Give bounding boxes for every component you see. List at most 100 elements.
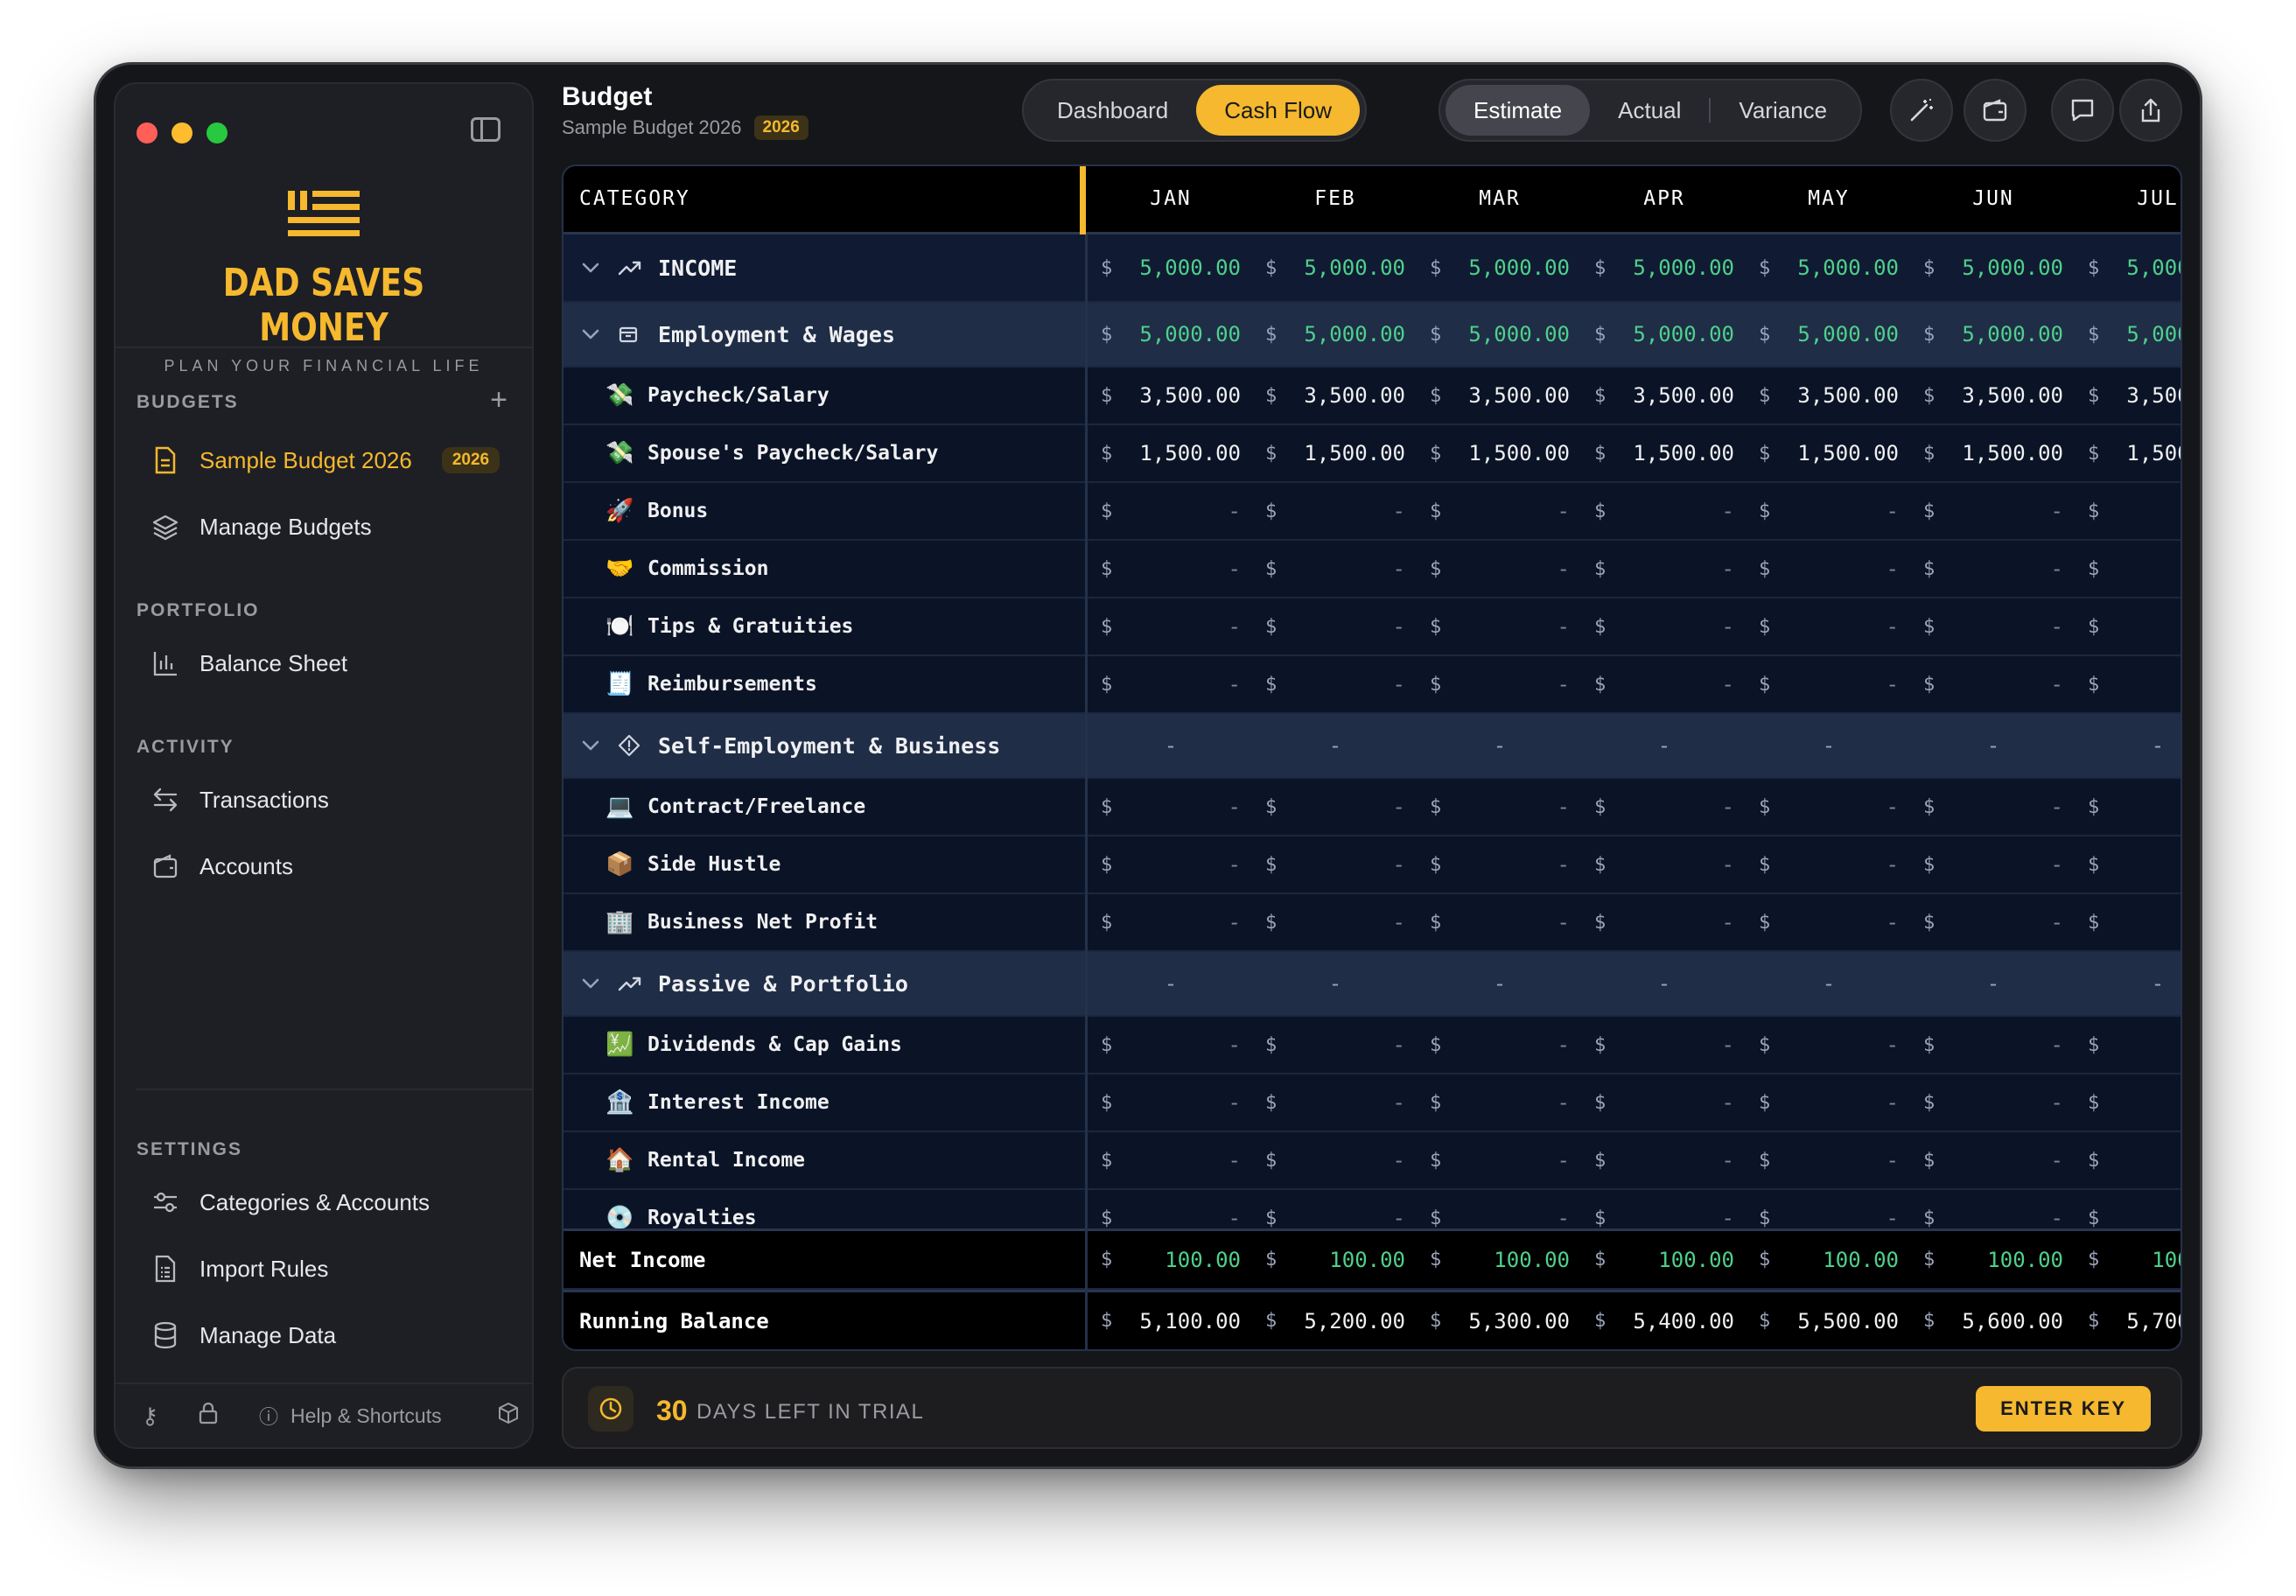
amount-cell[interactable]: $5,000.00 bbox=[1911, 234, 2076, 301]
amount-cell[interactable]: $- bbox=[1253, 1132, 1418, 1188]
sidebar-toggle-icon[interactable] bbox=[471, 117, 500, 142]
amount-cell[interactable]: - bbox=[1418, 952, 1582, 1015]
amount-cell[interactable]: - bbox=[1582, 714, 1746, 777]
amount-cell[interactable]: $1,500.00 bbox=[1582, 425, 1746, 481]
tab-variance[interactable]: Variance bbox=[1739, 96, 1828, 123]
amount-cell[interactable]: $- bbox=[1418, 836, 1582, 892]
amount-cell[interactable]: $- bbox=[1253, 483, 1418, 539]
amount-cell[interactable]: $100.00 bbox=[1418, 1231, 1582, 1288]
cube-icon[interactable] bbox=[497, 1402, 520, 1431]
amount-cell[interactable]: $- bbox=[1253, 656, 1418, 712]
category-group-row[interactable]: Passive & Portfolio - - - - - - - bbox=[564, 952, 2180, 1017]
amount-cell[interactable]: $- bbox=[1746, 541, 1911, 597]
chevron-down-icon[interactable] bbox=[581, 714, 600, 777]
table-row[interactable]: 📦Side Hustle$-$-$-$-$-$-$- bbox=[564, 836, 2180, 894]
amount-cell[interactable]: $3,500.00 bbox=[2076, 368, 2180, 424]
share-button[interactable] bbox=[2119, 79, 2182, 142]
amount-cell[interactable]: $100.00 bbox=[1088, 1231, 1253, 1288]
amount-cell[interactable]: $- bbox=[2076, 894, 2180, 950]
amount-cell[interactable]: $5,000.00 bbox=[1418, 303, 1582, 366]
amount-cell[interactable]: $- bbox=[1746, 483, 1911, 539]
amount-cell[interactable]: $- bbox=[1746, 598, 1911, 654]
table-row[interactable]: 🚀Bonus$-$-$-$-$-$-$- bbox=[564, 483, 2180, 541]
amount-cell[interactable]: - bbox=[1911, 952, 2076, 1015]
amount-cell[interactable]: $3,500.00 bbox=[1911, 368, 2076, 424]
amount-cell[interactable]: $1,500.00 bbox=[1088, 425, 1253, 481]
table-row[interactable]: 🏢Business Net Profit$-$-$-$-$-$-$- bbox=[564, 894, 2180, 952]
amount-cell[interactable]: $- bbox=[1253, 1190, 1418, 1246]
amount-cell[interactable]: $- bbox=[1911, 1132, 2076, 1188]
amount-cell[interactable]: $- bbox=[1582, 656, 1746, 712]
amount-cell[interactable]: $- bbox=[1418, 1017, 1582, 1073]
amount-cell[interactable]: - bbox=[1746, 714, 1911, 777]
amount-cell[interactable]: $5,000.00 bbox=[2076, 234, 2180, 301]
amount-cell[interactable]: $- bbox=[1088, 1017, 1253, 1073]
amount-cell[interactable]: $- bbox=[1582, 1017, 1746, 1073]
amount-cell[interactable]: $- bbox=[2076, 483, 2180, 539]
sidebar-item-manage-data[interactable]: Manage Data bbox=[136, 1307, 511, 1363]
lock-icon[interactable] bbox=[198, 1402, 219, 1431]
amount-cell[interactable]: - bbox=[1253, 952, 1418, 1015]
category-group-row[interactable]: Employment & Wages $5,000.00 $5,000.00 $5,0… bbox=[564, 303, 2180, 368]
amount-cell[interactable]: - bbox=[1253, 714, 1418, 777]
amount-cell[interactable]: $- bbox=[1911, 779, 2076, 835]
amount-cell[interactable]: $- bbox=[2076, 1132, 2180, 1188]
amount-cell[interactable]: $1,500.00 bbox=[2076, 425, 2180, 481]
amount-cell[interactable]: $3,500.00 bbox=[1253, 368, 1418, 424]
amount-cell[interactable]: $- bbox=[2076, 541, 2180, 597]
amount-cell[interactable]: $- bbox=[1582, 836, 1746, 892]
amount-cell[interactable]: $- bbox=[1418, 598, 1582, 654]
chat-button[interactable] bbox=[2051, 79, 2114, 142]
amount-cell[interactable]: $5,200.00 bbox=[1253, 1292, 1418, 1349]
amount-cell[interactable]: $100.00 bbox=[1253, 1231, 1418, 1288]
amount-cell[interactable]: $- bbox=[1582, 1190, 1746, 1246]
amount-cell[interactable]: $- bbox=[1418, 779, 1582, 835]
amount-cell[interactable]: $100.00 bbox=[1746, 1231, 1911, 1288]
table-row[interactable]: 🍽️Tips & Gratuities$-$-$-$-$-$-$- bbox=[564, 598, 2180, 656]
table-row[interactable]: 🤝Commission$-$-$-$-$-$-$- bbox=[564, 541, 2180, 598]
amount-cell[interactable]: $- bbox=[1088, 779, 1253, 835]
amount-cell[interactable]: $- bbox=[2076, 1074, 2180, 1130]
table-row[interactable]: 💸 Paycheck/Salary $3,500.00 $3,500.00 $3,500… bbox=[564, 368, 2180, 425]
amount-cell[interactable]: $5,000.00 bbox=[1582, 234, 1746, 301]
amount-cell[interactable]: $- bbox=[1911, 1017, 2076, 1073]
amount-cell[interactable]: $- bbox=[1418, 1132, 1582, 1188]
table-row[interactable]: 💸 Spouse's Paycheck/Salary $1,500.00 $1,500… bbox=[564, 425, 2180, 483]
amount-cell[interactable]: $- bbox=[1746, 894, 1911, 950]
amount-cell[interactable]: $- bbox=[1088, 483, 1253, 539]
amount-cell[interactable]: $- bbox=[1088, 894, 1253, 950]
amount-cell[interactable]: $- bbox=[1746, 1190, 1911, 1246]
amount-cell[interactable]: $1,500.00 bbox=[1911, 425, 2076, 481]
amount-cell[interactable]: $- bbox=[1253, 894, 1418, 950]
close-window-button[interactable] bbox=[136, 122, 158, 144]
amount-cell[interactable]: $- bbox=[1911, 1074, 2076, 1130]
amount-cell[interactable]: $- bbox=[1582, 598, 1746, 654]
amount-cell[interactable]: $- bbox=[1253, 1017, 1418, 1073]
income-row[interactable]: INCOME $5,000.00 $5,000.00 $5,000.00 $5,000.… bbox=[564, 234, 2180, 303]
amount-cell[interactable]: $5,000.00 bbox=[2076, 303, 2180, 366]
amount-cell[interactable]: $- bbox=[1418, 1074, 1582, 1130]
table-row[interactable]: 🏠Rental Income$-$-$-$-$-$-$- bbox=[564, 1132, 2180, 1190]
wallet-button[interactable] bbox=[1964, 79, 2026, 142]
amount-cell[interactable]: $- bbox=[1911, 483, 2076, 539]
amount-cell[interactable]: $- bbox=[1911, 598, 2076, 654]
amount-cell[interactable]: $100.00 bbox=[2076, 1231, 2180, 1288]
amount-cell[interactable]: $5,700.00 bbox=[2076, 1292, 2180, 1349]
amount-cell[interactable]: $- bbox=[2076, 1017, 2180, 1073]
amount-cell[interactable]: $5,600.00 bbox=[1911, 1292, 2076, 1349]
amount-cell[interactable]: $- bbox=[2076, 779, 2180, 835]
amount-cell[interactable]: $- bbox=[1746, 836, 1911, 892]
amount-cell[interactable]: $- bbox=[1582, 1132, 1746, 1188]
amount-cell[interactable]: $- bbox=[1582, 894, 1746, 950]
table-row[interactable]: 🏦Interest Income$-$-$-$-$-$-$- bbox=[564, 1074, 2180, 1132]
category-column-header[interactable]: CATEGORY bbox=[579, 187, 690, 210]
table-row[interactable]: 💻Contract/Freelance$-$-$-$-$-$-$- bbox=[564, 779, 2180, 836]
amount-cell[interactable]: $3,500.00 bbox=[1582, 368, 1746, 424]
table-row[interactable]: 💹Dividends & Cap Gains$-$-$-$-$-$-$- bbox=[564, 1017, 2180, 1074]
amount-cell[interactable]: $5,000.00 bbox=[1253, 234, 1418, 301]
amount-cell[interactable]: $5,000.00 bbox=[1418, 234, 1582, 301]
amount-cell[interactable]: $1,500.00 bbox=[1746, 425, 1911, 481]
amount-cell[interactable]: $- bbox=[2076, 598, 2180, 654]
zoom-window-button[interactable] bbox=[206, 122, 228, 144]
chevron-down-icon[interactable] bbox=[581, 952, 600, 1015]
